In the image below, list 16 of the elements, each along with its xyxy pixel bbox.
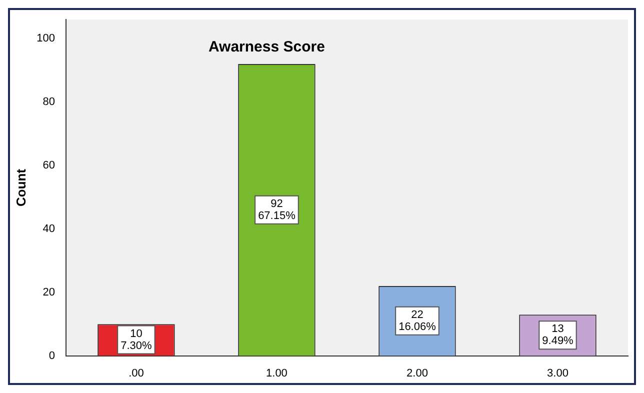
data-label: 13 9.49% bbox=[542, 323, 574, 348]
y-tick-label: 40 bbox=[42, 222, 55, 235]
x-tick-label: 3.00 bbox=[547, 367, 568, 380]
y-tick-label: 60 bbox=[42, 160, 55, 172]
text: Awarness Score bbox=[208, 38, 325, 56]
data-label: 22 16.06% bbox=[398, 308, 436, 333]
y-axis-title: Count bbox=[13, 168, 28, 206]
x-tick-label: .00 bbox=[128, 367, 144, 380]
y-tick-label: 80 bbox=[42, 96, 55, 108]
data-label: 92 67.15% bbox=[258, 198, 296, 222]
y-tick-label: 0 bbox=[48, 350, 55, 362]
x-tick-label: 1.00 bbox=[266, 367, 288, 380]
data-label: 10 7.30% bbox=[120, 328, 152, 352]
y-tick-label: 20 bbox=[42, 286, 55, 298]
y-tick-label: 100 bbox=[36, 32, 55, 45]
x-tick-label: 2.00 bbox=[406, 367, 428, 380]
